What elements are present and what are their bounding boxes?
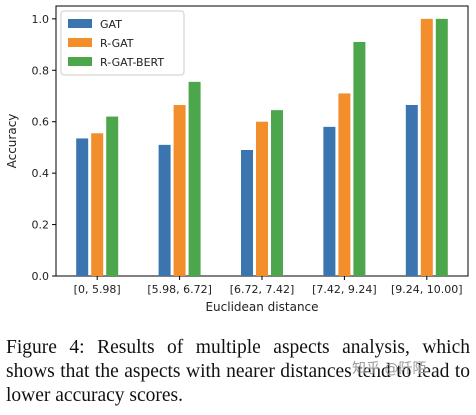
y-tick-label: 0.2 [32,219,50,232]
bar-gat-2 [241,150,253,276]
bar-gat-3 [323,126,336,276]
legend-label-r-gat-bert: R-GAT-BERT [100,56,164,69]
bar-r-gat-2 [256,121,268,276]
x-tick-label: [9.24, 10.00] [391,283,463,296]
legend-label-gat: GAT [100,18,122,31]
y-axis-label: Accuracy [5,114,19,169]
bar-r-gat-3 [338,93,351,276]
legend-swatch-r-gat [68,38,92,47]
watermark: 知乎 @阡陌 [352,361,427,377]
y-tick-label: 0.6 [32,116,50,129]
y-tick-label: 1.0 [32,13,50,26]
legend: GAT R-GAT R-GAT-BERT [60,10,185,76]
bar-r-gat-bert-2 [271,110,283,277]
bar-r-gat-bert-4 [435,18,448,276]
bar-r-gat-bert-0 [106,116,119,276]
accuracy-bar-chart: 0.0 0.2 0.4 0.6 0.8 1.0 [0, 5.98] [5.98, 6.72]… [5,5,469,314]
legend-swatch-gat [68,19,92,28]
figure-caption: Figure 4: Results of multiple aspects an… [6,337,470,406]
x-axis-label: Euclidean distance [205,300,318,314]
bar-gat-0 [76,138,89,276]
bar-gat-4 [405,105,418,276]
bar-r-gat-bert-3 [353,42,366,276]
bar-r-gat-bert-1 [188,81,201,276]
legend-label-r-gat: R-GAT [100,37,134,50]
bar-r-gat-0 [91,133,104,276]
y-tick-label: 0.8 [32,64,50,77]
x-tick-label: [5.98, 6.72] [147,283,212,296]
x-tick-label: [0, 5.98] [74,283,121,296]
y-tick-label: 0.0 [32,270,50,283]
x-tick-label: [6.72, 7.42] [230,283,295,296]
legend-swatch-r-gat-bert [68,57,92,66]
bar-r-gat-1 [173,105,186,276]
bars-group [76,18,448,277]
x-axis: [0, 5.98] [5.98, 6.72] [6.72, 7.42] [7.42, … [74,276,463,296]
bar-r-gat-4 [420,18,433,276]
x-tick-label: [7.42, 9.24] [312,283,377,296]
bar-gat-1 [158,144,171,276]
y-axis: 0.0 0.2 0.4 0.6 0.8 1.0 [32,13,56,283]
y-tick-label: 0.4 [32,167,50,180]
